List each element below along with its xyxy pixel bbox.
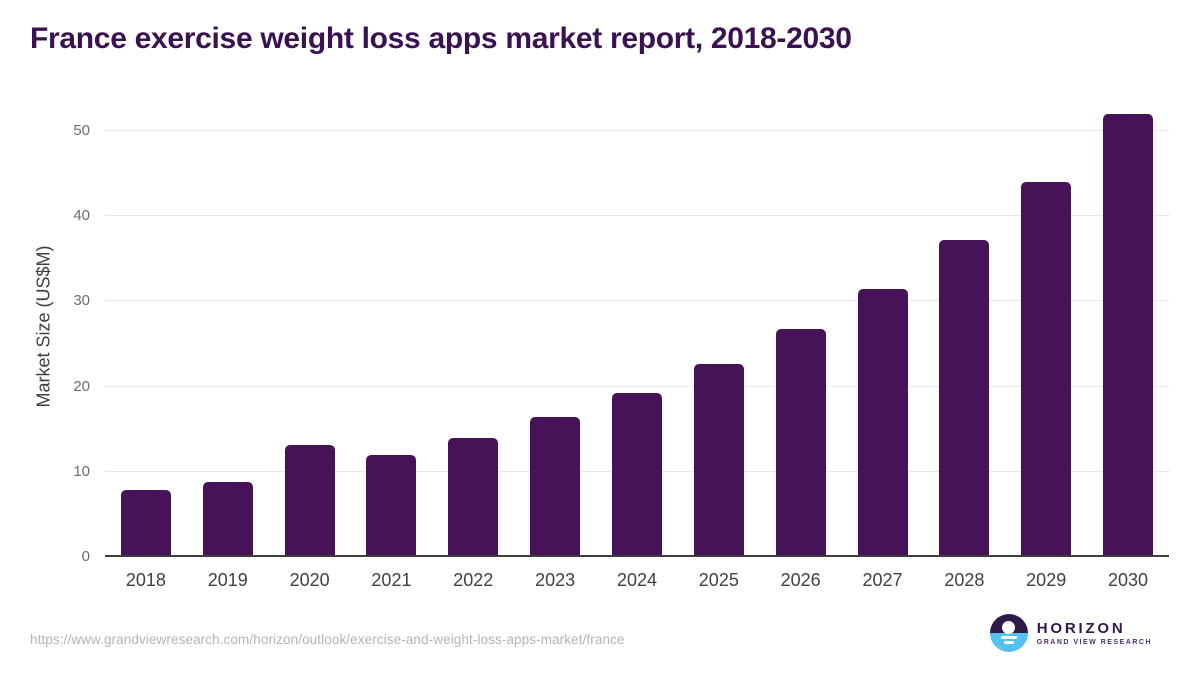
bar-slot-2021 xyxy=(351,95,433,557)
bar-slot-2023 xyxy=(514,95,596,557)
x-tick-label-2019: 2019 xyxy=(207,570,248,590)
bar-slot-2028 xyxy=(923,95,1005,557)
x-tick-label-2030: 2030 xyxy=(1108,570,1149,590)
bars-row xyxy=(105,95,1169,557)
bar-2019 xyxy=(202,482,253,557)
bar-2018 xyxy=(120,489,171,557)
bar-slot-2022 xyxy=(432,95,514,557)
logo-brand-subtitle: GRAND VIEW RESEARCH xyxy=(1036,639,1152,646)
gridline-20 xyxy=(105,385,1169,387)
bar-slot-2030 xyxy=(1087,95,1169,557)
bar-2025 xyxy=(693,363,744,557)
sunrise-horizon-icon xyxy=(989,614,1028,652)
x-tick-label-2018: 2018 xyxy=(125,570,166,590)
gridline-30 xyxy=(105,300,1169,302)
bar-slot-2026 xyxy=(760,95,842,557)
bar-slot-2029 xyxy=(1005,95,1087,557)
bar-2020 xyxy=(284,445,335,557)
bar-slot-2027 xyxy=(842,95,924,557)
bar-2021 xyxy=(366,454,417,557)
y-tick-label-20: 20 xyxy=(73,377,90,395)
x-tick-label-2029: 2029 xyxy=(1026,570,1067,590)
x-tick-label-2022: 2022 xyxy=(453,570,494,590)
logo-brand-name: HORIZON xyxy=(1036,620,1126,637)
sun-hole-shape xyxy=(1002,621,1016,634)
x-tick-label-2021: 2021 xyxy=(371,570,412,590)
x-tick-label-2025: 2025 xyxy=(698,570,739,590)
bar-2023 xyxy=(530,417,581,557)
x-tick-label-2023: 2023 xyxy=(535,570,576,590)
y-tick-label-50: 50 xyxy=(73,121,90,139)
bar-2028 xyxy=(939,239,990,557)
bar-2022 xyxy=(448,437,499,557)
y-tick-label-0: 0 xyxy=(81,548,90,565)
bar-2027 xyxy=(857,288,908,557)
horizon-logo: HORIZON GRAND VIEW RESEARCH xyxy=(989,614,1152,652)
bar-2029 xyxy=(1021,181,1072,557)
x-axis-labels: 2018 2019 2020 2021 2022 2023 2024 2025 2026 2027… xyxy=(105,570,1169,591)
x-tick-label-2020: 2020 xyxy=(289,570,330,590)
y-tick-label-10: 10 xyxy=(73,462,90,480)
bar-slot-2019 xyxy=(187,95,269,557)
bar-2026 xyxy=(775,329,826,557)
x-tick-label-2026: 2026 xyxy=(780,570,821,590)
x-tick-label-2027: 2027 xyxy=(862,570,903,590)
bar-slot-2025 xyxy=(678,95,760,557)
bar-slot-2018 xyxy=(105,95,187,557)
source-url-text: https://www.grandviewresearch.com/horizo… xyxy=(30,632,625,647)
x-axis-line xyxy=(105,555,1169,557)
x-tick-label-2028: 2028 xyxy=(944,570,985,590)
water-reflection-line xyxy=(1000,635,1017,639)
y-tick-label-30: 30 xyxy=(73,292,90,310)
gridline-40 xyxy=(105,215,1169,217)
bar-2024 xyxy=(611,392,662,557)
chart-title: France exercise weight loss apps market … xyxy=(30,22,852,55)
gridline-50 xyxy=(105,129,1169,131)
x-tick-label-2024: 2024 xyxy=(616,570,657,590)
water-reflection-line xyxy=(1003,640,1014,644)
plot-area xyxy=(105,95,1169,557)
bar-slot-2020 xyxy=(269,95,351,557)
y-axis-labels: 0 10 20 30 40 50 xyxy=(0,95,90,565)
bar-slot-2024 xyxy=(596,95,678,557)
y-tick-label-40: 40 xyxy=(73,207,90,225)
logo-text: HORIZON GRAND VIEW RESEARCH xyxy=(1037,620,1152,646)
bar-2030 xyxy=(1103,113,1154,557)
